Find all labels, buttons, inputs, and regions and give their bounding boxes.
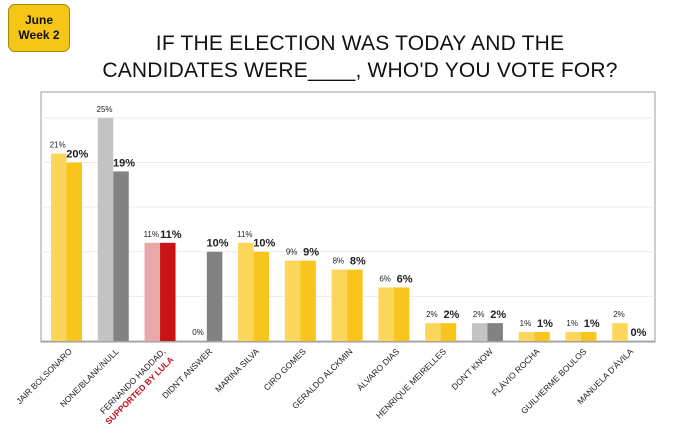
data-label-previous: 1% [520,319,532,328]
category-label: ÁLVARO DIAS [355,346,401,392]
title-line-1: IF THE ELECTION WAS TODAY AND THE [155,32,565,55]
category-label: FLÁVIO ROCHA [490,346,542,398]
category-label: MARINA SILVA [213,346,261,394]
data-label-current: 10% [253,238,275,250]
bar-current-week [253,251,270,341]
data-label-previous: 1% [566,319,578,328]
bar-previous-week [378,287,394,341]
data-label-current: 20% [66,148,88,160]
title-line-2: CANDIDATES WERE____, WHO'D YOU VOTE FOR? [102,59,618,82]
bar-previous-week [612,323,628,341]
badge-month: June [24,13,53,27]
category-label: DON'T KNOW [449,346,495,392]
week-badge: June Week 2 [8,4,70,52]
bar-previous-week [518,332,535,341]
bar-previous-week [51,153,67,341]
bar-previous-week [144,242,161,341]
bar-current-week [347,269,363,341]
data-label-current: 8% [350,256,366,268]
bar-current-week [300,260,316,341]
data-label-previous: 0% [192,328,204,337]
data-label-previous: 8% [333,257,345,266]
category-label: CIRO GOMES [262,346,308,392]
bar-current-week [440,323,457,341]
bar-current-week [160,242,176,341]
data-label-current: 2% [490,309,506,321]
data-label-current: 1% [537,318,553,330]
badge-week: Week 2 [18,28,60,42]
plot-frame [40,91,656,343]
bar-previous-week [284,260,301,341]
data-label-current: 0% [631,327,647,339]
data-label-current: 10% [207,238,229,250]
data-label-previous: 25% [97,105,113,114]
data-label-previous: 2% [613,310,625,319]
bar-current-week [113,171,129,341]
data-label-current: 2% [443,309,459,321]
bar-previous-week [425,323,441,341]
data-label-current: 11% [160,229,182,241]
bar-current-week [580,332,597,341]
bar-previous-week [97,117,114,341]
bar-current-week [393,287,410,341]
data-label-previous: 21% [50,141,66,150]
bar-current-week [66,162,82,341]
data-label-previous: 2% [473,310,485,319]
bar-previous-week [565,332,581,341]
bar-previous-week [471,323,488,341]
bar-previous-week [331,269,348,341]
data-label-previous: 9% [286,248,298,257]
chart-title: IF THE ELECTION WAS TODAY AND THE CANDID… [80,30,640,84]
data-label-previous: 2% [426,310,438,319]
data-label-previous: 11% [237,230,252,239]
bar-previous-week [238,242,254,341]
bar-current-week [534,332,550,341]
bar-current-week [206,251,223,341]
data-label-current: 9% [303,247,319,259]
data-label-current: 6% [397,273,413,285]
data-label-current: 1% [584,318,600,330]
data-label-current: 19% [113,157,135,169]
data-label-previous: 11% [144,230,159,239]
data-label-previous: 6% [379,274,391,283]
bar-current-week [487,323,503,341]
